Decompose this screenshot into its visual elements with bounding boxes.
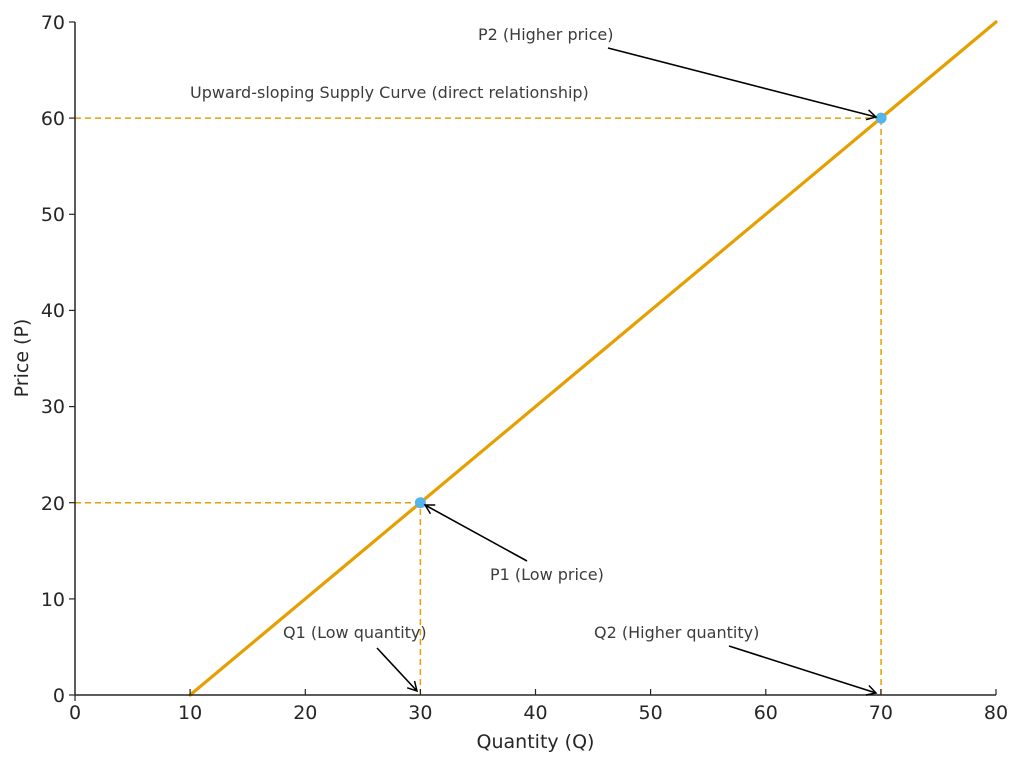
y-tick-label: 0 <box>53 685 65 707</box>
x-tick-label: 80 <box>984 702 1008 724</box>
y-tick-label: 60 <box>41 108 65 130</box>
reference-lines <box>75 117 882 695</box>
x-tick-label: 20 <box>293 702 317 724</box>
x-tick-label: 70 <box>869 702 893 724</box>
y-tick-label: 40 <box>41 300 65 322</box>
p2-arrow-icon <box>607 47 878 121</box>
supply-curve-annotation: Upward-sloping Supply Curve (direct rela… <box>190 83 589 102</box>
y-tick-label: 10 <box>41 589 65 611</box>
q2-arrow-icon <box>728 645 878 696</box>
x-axis-label: Quantity (Q) <box>477 731 595 753</box>
p2-annotation: P2 (Higher price) <box>478 25 614 44</box>
y-tick-label: 20 <box>41 493 65 515</box>
q1-annotation: Q1 (Low quantity) <box>283 623 427 642</box>
x-ticks <box>74 689 997 701</box>
q1-arrow-icon <box>376 647 419 693</box>
x-tick-label: 50 <box>639 702 663 724</box>
point-p1 <box>414 497 426 509</box>
x-tick-label: 0 <box>69 702 81 724</box>
point-p2 <box>875 112 887 124</box>
x-tick-label: 30 <box>408 702 432 724</box>
axes <box>74 22 996 696</box>
q2-annotation: Q2 (Higher quantity) <box>594 623 759 642</box>
x-tick-label: 40 <box>523 702 547 724</box>
y-tick-label: 30 <box>41 396 65 418</box>
p1-annotation: P1 (Low price) <box>490 565 604 584</box>
x-tick-labels: 0 10 20 30 40 50 60 70 80 <box>69 702 1008 724</box>
x-tick-label: 60 <box>754 702 778 724</box>
y-tick-labels: 0 10 20 30 40 50 60 70 <box>41 12 65 707</box>
p1-arrow-icon <box>423 504 528 562</box>
supply-curve-line <box>188 20 998 697</box>
y-tick-label: 70 <box>41 12 65 34</box>
x-tick-label: 10 <box>178 702 202 724</box>
y-ticks <box>69 21 75 696</box>
y-tick-label: 50 <box>41 204 65 226</box>
y-axis-label: Price (P) <box>11 319 33 398</box>
